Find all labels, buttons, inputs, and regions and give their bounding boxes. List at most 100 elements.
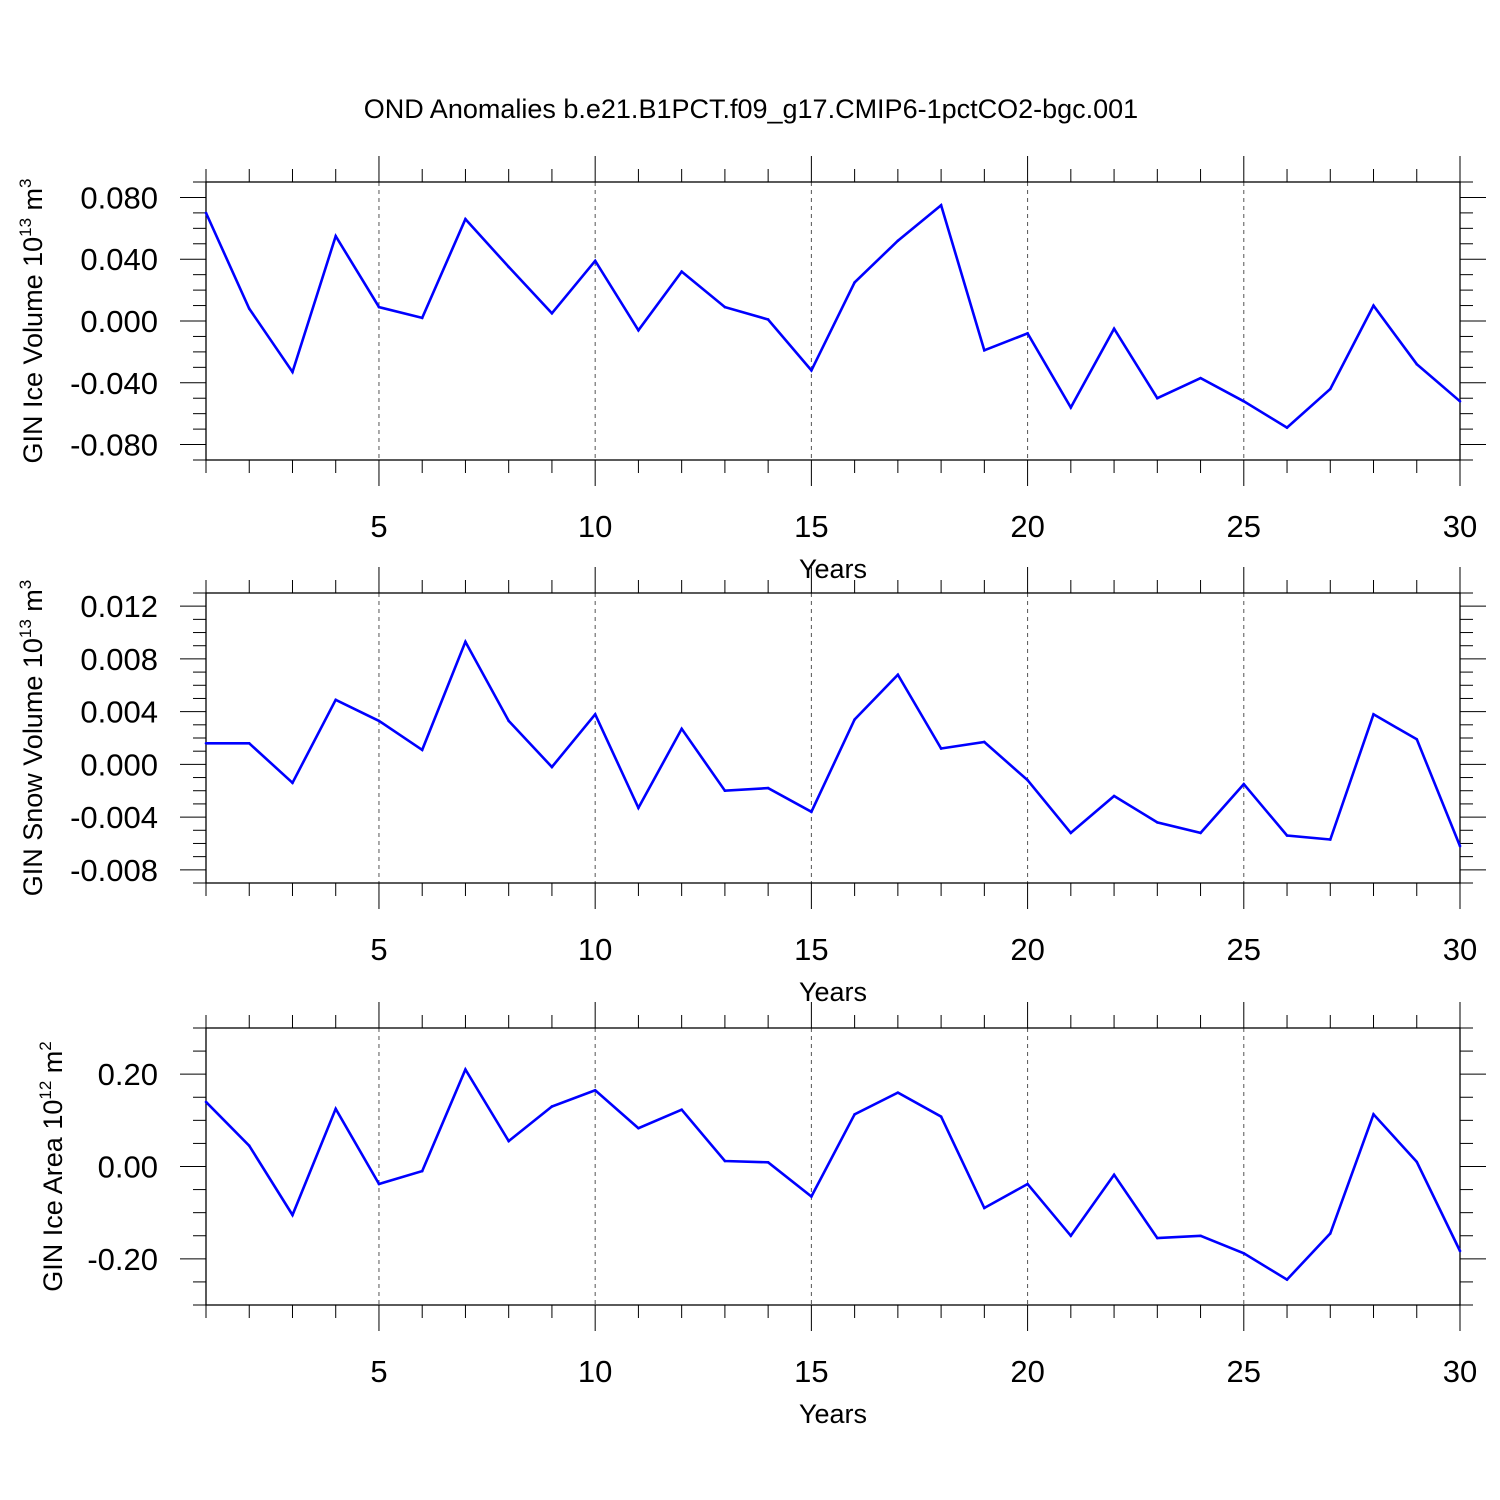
data-point xyxy=(1112,1173,1116,1177)
data-point xyxy=(377,305,381,309)
y-tick-label: -0.20 xyxy=(87,1242,158,1277)
x-tick-label: 20 xyxy=(1010,1354,1044,1389)
data-point xyxy=(464,1068,467,1071)
data-point xyxy=(377,719,381,723)
data-point xyxy=(1026,1182,1029,1186)
x-axis-label: Years xyxy=(799,1399,867,1429)
data-point xyxy=(1199,376,1202,380)
y-tick-label: -0.004 xyxy=(70,800,158,835)
data-point xyxy=(334,234,338,238)
y-tick-label: 0.080 xyxy=(80,180,158,215)
data-point xyxy=(420,1169,424,1173)
data-point xyxy=(853,1113,856,1116)
data-point xyxy=(1199,831,1202,835)
panels: 0.080 0.040 0.000 -0.040 -0.080 5 10 15 20 25 30 Ye… xyxy=(16,156,1486,1429)
y-tick-label: 0.20 xyxy=(98,1057,158,1092)
data-point xyxy=(1328,1232,1332,1235)
x-tick-label: 5 xyxy=(370,1354,387,1389)
data-point xyxy=(637,1126,640,1130)
y-tick-label: 0.000 xyxy=(80,304,158,339)
series-line xyxy=(205,1066,1462,1282)
x-tick-label: 25 xyxy=(1227,1354,1261,1389)
data-point xyxy=(593,259,597,263)
data-point xyxy=(896,1091,900,1094)
data-point xyxy=(1112,794,1116,798)
data-point xyxy=(507,265,510,269)
data-point xyxy=(810,369,813,372)
y-tick-label: 0.040 xyxy=(80,242,158,277)
x-tick-label: 25 xyxy=(1227,509,1261,544)
data-point xyxy=(1026,332,1029,335)
y-tick-label: 0.008 xyxy=(80,642,158,677)
data-point xyxy=(291,1213,294,1217)
data-point xyxy=(723,789,727,793)
y-tick-label: -0.008 xyxy=(70,853,158,888)
data-point xyxy=(766,786,770,790)
data-point xyxy=(420,316,424,320)
data-point xyxy=(810,1195,813,1198)
x-tick-label: 5 xyxy=(370,509,387,544)
x-axis-label: Years xyxy=(799,977,867,1007)
data-point xyxy=(939,1115,943,1118)
y-tick-label: -0.080 xyxy=(70,428,158,463)
data-point xyxy=(1458,844,1462,848)
data-point xyxy=(1069,831,1073,835)
data-point xyxy=(1458,400,1462,403)
data-point xyxy=(896,673,900,677)
data-point xyxy=(853,718,856,721)
x-tick-label: 10 xyxy=(578,932,612,967)
data-point xyxy=(853,281,856,284)
data-point xyxy=(1458,1249,1462,1253)
data-point xyxy=(291,781,294,785)
data-point xyxy=(680,727,683,731)
y-tick-label: 0.00 xyxy=(98,1150,158,1185)
x-tick-label: 25 xyxy=(1227,932,1261,967)
data-point xyxy=(1026,778,1029,782)
data-point xyxy=(637,328,640,332)
x-tick-label: 30 xyxy=(1443,1354,1477,1389)
data-point xyxy=(1285,426,1289,429)
plot-frame xyxy=(205,1027,1461,1306)
panel-2: 0.012 0.008 0.004 0.000 -0.004 -0.008 5 10 15 20 2… xyxy=(16,567,1486,1007)
x-axis-label: Years xyxy=(799,554,867,584)
y-tick-label: 0.012 xyxy=(80,589,158,624)
plot-frame xyxy=(205,592,1461,884)
data-point xyxy=(550,765,554,769)
data-point xyxy=(983,740,986,744)
x-tick-label: 5 xyxy=(370,932,387,967)
x-tick-label: 15 xyxy=(794,932,828,967)
data-point xyxy=(1242,782,1246,786)
data-point xyxy=(723,305,727,309)
data-point xyxy=(291,370,294,374)
data-point xyxy=(1372,1113,1375,1116)
data-point xyxy=(1415,738,1419,741)
data-point xyxy=(247,1144,251,1148)
data-point xyxy=(896,239,900,242)
x-tick-label: 15 xyxy=(794,1354,828,1389)
data-point xyxy=(1328,387,1332,391)
data-point xyxy=(420,748,424,752)
data-point xyxy=(1156,821,1159,824)
x-tick-label: 30 xyxy=(1443,932,1477,967)
data-point xyxy=(464,217,467,221)
data-point xyxy=(1285,1278,1289,1281)
y-axis-label: GIN Snow Volume 1013 m3 xyxy=(16,580,48,897)
data-point xyxy=(550,1105,554,1108)
data-point xyxy=(810,810,813,814)
chart-title: OND Anomalies b.e21.B1PCT.f09_g17.CMIP6-… xyxy=(364,94,1138,124)
data-point xyxy=(593,1089,597,1092)
y-tick-label: 0.000 xyxy=(80,747,158,782)
x-tick-label: 20 xyxy=(1010,509,1044,544)
data-point xyxy=(723,1159,727,1163)
data-point xyxy=(247,741,251,745)
data-point xyxy=(1285,834,1289,837)
panel-3: 0.20 0.00 -0.20 5 10 15 20 25 30 Years GIN Ice Are… xyxy=(36,1002,1486,1429)
data-point xyxy=(1112,327,1116,331)
data-point xyxy=(1415,1160,1419,1164)
data-point xyxy=(1156,396,1159,400)
y-tick-label: 0.004 xyxy=(80,695,158,730)
data-point xyxy=(1372,304,1375,307)
data-point xyxy=(1199,1234,1202,1238)
data-point xyxy=(204,1100,208,1104)
data-point xyxy=(1242,1251,1246,1255)
